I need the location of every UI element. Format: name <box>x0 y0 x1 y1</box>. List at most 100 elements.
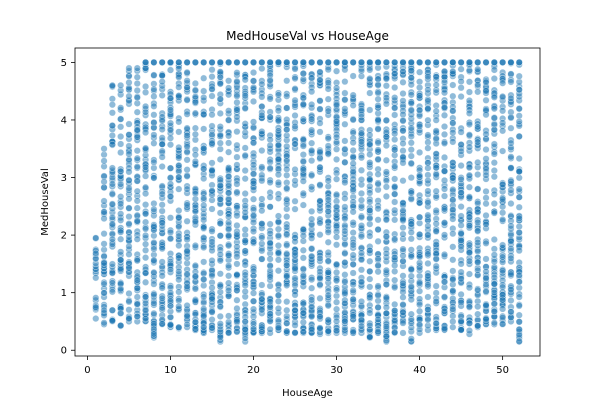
scatter-point <box>117 210 125 218</box>
scatter-point <box>125 220 133 228</box>
scatter-point <box>266 220 274 228</box>
scatter-point <box>474 238 482 247</box>
scatter-point <box>515 228 523 237</box>
scatter-point <box>142 102 150 111</box>
scatter-point <box>515 86 523 94</box>
scatter-point <box>233 317 241 325</box>
scatter-point <box>133 163 141 171</box>
scatter-point <box>424 231 432 239</box>
scatter-point <box>249 139 258 147</box>
scatter-point <box>366 215 374 223</box>
scatter-point <box>349 146 357 155</box>
scatter-point <box>191 157 199 165</box>
scatter-point <box>457 147 465 155</box>
scatter-point <box>249 289 258 297</box>
scatter-point <box>258 281 266 289</box>
scatter-point <box>225 287 233 295</box>
y-tick-label: 1 <box>61 288 67 299</box>
scatter-point <box>150 239 158 247</box>
scatter-point <box>283 250 291 258</box>
scatter-point <box>175 302 183 310</box>
scatter-point <box>407 253 415 261</box>
scatter-point <box>233 161 241 169</box>
scatter-point <box>399 78 407 86</box>
scatter-point <box>399 90 407 98</box>
scatter-point <box>150 92 158 100</box>
scatter-point <box>183 236 191 244</box>
scatter-point <box>391 206 399 214</box>
scatter-point <box>366 246 374 254</box>
scatter-point <box>407 91 415 99</box>
scatter-point <box>266 239 274 247</box>
scatter-point <box>216 281 224 289</box>
scatter-point <box>333 84 341 92</box>
scatter-point <box>274 304 282 313</box>
scatter-point <box>191 208 199 216</box>
scatter-point <box>100 208 108 216</box>
scatter-point <box>416 320 424 329</box>
scatter-point <box>440 153 449 161</box>
scatter-point <box>274 249 282 257</box>
scatter-point <box>324 107 332 115</box>
scatter-point <box>233 204 241 212</box>
scatter-point <box>233 260 241 268</box>
scatter-point <box>158 245 166 253</box>
scatter-point <box>142 210 150 218</box>
scatter-point <box>200 305 208 313</box>
scatter-point <box>266 255 274 263</box>
scatter-point <box>117 321 125 330</box>
scatter-point <box>283 230 291 238</box>
scatter-point <box>333 203 341 211</box>
scatter-point <box>166 174 175 182</box>
scatter-point <box>333 292 341 300</box>
scatter-point <box>349 72 357 80</box>
scatter-point <box>416 179 424 187</box>
scatter-point <box>241 175 249 183</box>
scatter-point <box>216 155 224 164</box>
scatter-point <box>457 212 465 220</box>
scatter-point <box>125 204 133 212</box>
scatter-point <box>391 83 399 92</box>
scatter-point <box>142 190 150 198</box>
scatter-point <box>200 74 208 82</box>
scatter-point <box>216 333 224 341</box>
scatter-point <box>374 282 382 290</box>
scatter-point <box>374 237 382 245</box>
scatter-point <box>299 94 307 102</box>
scatter-point <box>216 312 224 320</box>
scatter-point <box>299 201 307 209</box>
scatter-point <box>366 66 374 74</box>
scatter-point <box>316 97 324 105</box>
scatter-point <box>291 165 299 174</box>
scatter-point <box>374 81 382 89</box>
scatter-point <box>158 320 166 328</box>
scatter-point <box>457 84 465 92</box>
scatter-point <box>100 289 108 297</box>
scatter-point <box>166 126 175 134</box>
scatter-point <box>225 318 233 326</box>
scatter-point <box>324 66 332 74</box>
scatter-point <box>117 309 125 317</box>
scatter-point <box>440 250 449 259</box>
scatter-point <box>474 258 482 266</box>
scatter-point <box>133 86 141 95</box>
scatter-point <box>490 288 498 297</box>
scatter-point <box>366 182 374 190</box>
scatter-point <box>166 66 175 74</box>
scatter-point <box>241 202 249 210</box>
scatter-point <box>333 169 341 177</box>
scatter-point <box>142 64 150 72</box>
scatter-point <box>515 117 523 126</box>
scatter-point <box>374 205 382 213</box>
scatter-point <box>308 172 316 180</box>
scatter-point <box>274 267 282 275</box>
scatter-point <box>249 179 258 187</box>
scatter-point <box>341 240 349 249</box>
scatter-point <box>133 284 141 292</box>
scatter-point <box>382 309 390 317</box>
scatter-point <box>507 94 515 102</box>
scatter-point <box>308 115 316 123</box>
scatter-point <box>100 259 108 267</box>
scatter-point <box>183 312 191 320</box>
scatter-point <box>416 148 424 157</box>
